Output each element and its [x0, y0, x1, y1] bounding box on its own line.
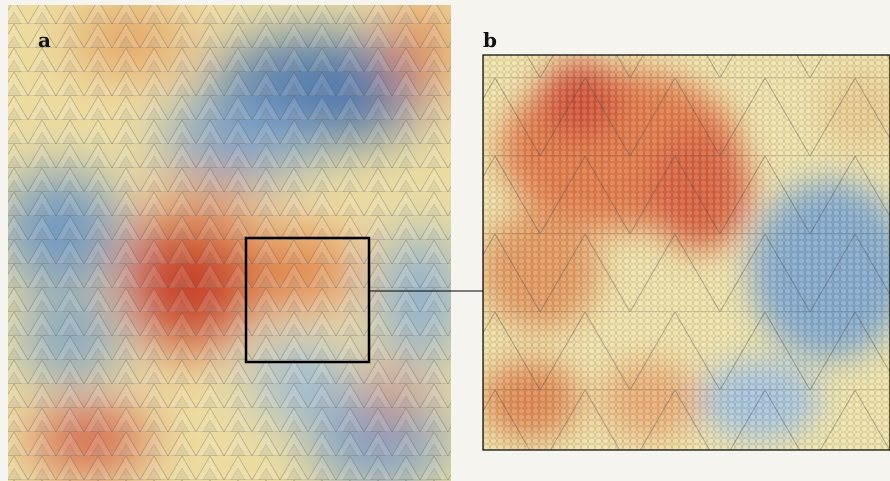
panel-b-image — [480, 55, 890, 450]
panel-label: a — [38, 28, 51, 52]
panel-a-image — [0, 0, 460, 481]
figure: a b — [0, 0, 890, 481]
panel-label: b — [483, 28, 497, 52]
